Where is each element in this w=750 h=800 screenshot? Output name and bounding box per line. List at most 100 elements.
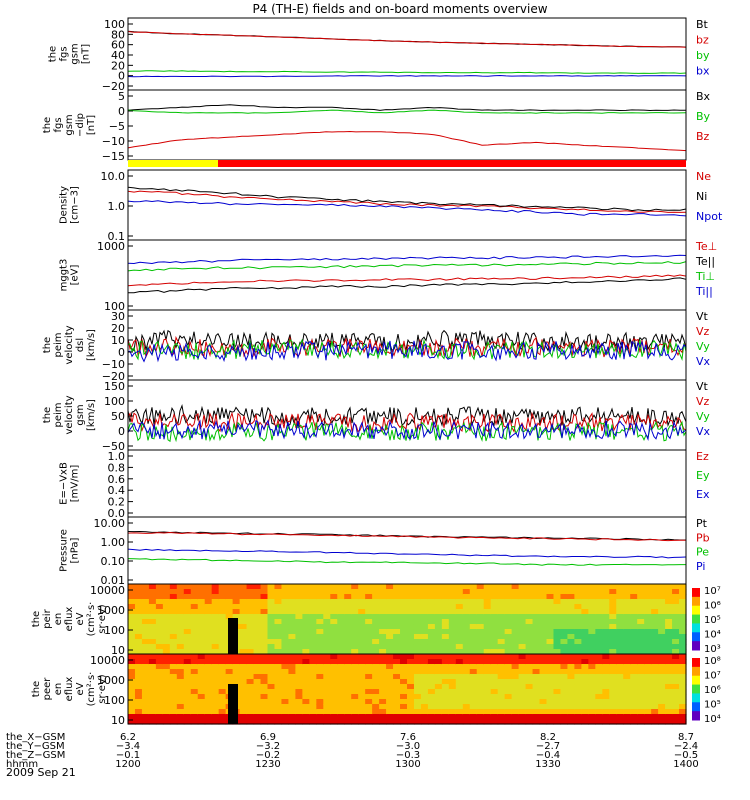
heatmap-cell: [469, 679, 478, 685]
heatmap-cell: [532, 644, 541, 650]
heatmap-cell: [434, 664, 443, 670]
y-tick-label: 20: [111, 322, 125, 335]
heatmap-cell: [630, 719, 638, 725]
heatmap-cell: [434, 689, 443, 695]
heatmap-cell: [190, 649, 199, 655]
heatmap-cell: [672, 599, 680, 605]
heatmap-cell: [609, 664, 617, 670]
heatmap-cell: [365, 634, 373, 640]
heatmap-cell: [295, 594, 303, 600]
heatmap-cell: [637, 599, 645, 605]
heatmap-cell: [651, 669, 659, 675]
heatmap-cell: [407, 584, 415, 590]
heatmap-cell: [679, 699, 687, 705]
heatmap-cell: [518, 619, 527, 625]
heatmap-cell: [155, 614, 164, 620]
heatmap-cell: [616, 674, 624, 680]
heatmap-cell: [616, 624, 624, 630]
heatmap-cell: [386, 644, 394, 650]
heatmap-cell: [197, 664, 206, 670]
heatmap-cell: [546, 684, 555, 690]
heatmap-cell: [441, 679, 450, 685]
heatmap-cell: [309, 684, 317, 690]
heatmap-cell: [337, 594, 345, 600]
heatmap-cell: [497, 649, 506, 655]
heatmap-cell: [616, 599, 624, 605]
heatmap-cell: [455, 634, 464, 640]
heatmap-cell: [574, 619, 582, 625]
heatmap-cell: [490, 654, 499, 660]
heatmap-cell: [560, 614, 569, 620]
heatmap-cell: [511, 639, 520, 645]
heatmap-cell: [386, 634, 394, 640]
heatmap-cell: [420, 584, 429, 590]
heatmap-cell: [623, 639, 631, 645]
heatmap-cell: [665, 694, 673, 700]
heatmap-cell: [651, 614, 659, 620]
heatmap-cell: [330, 654, 338, 660]
heatmap-cell: [344, 704, 352, 710]
heatmap-cell: [134, 649, 143, 655]
heatmap-cell: [623, 674, 631, 680]
heatmap-cell: [630, 599, 638, 605]
heatmap-cell: [581, 614, 589, 620]
heatmap-cell: [644, 694, 652, 700]
heatmap-cell: [581, 604, 589, 610]
heatmap-cell: [581, 704, 589, 710]
heatmap-cell: [595, 629, 603, 635]
heatmap-cell: [316, 609, 324, 615]
heatmap-cell: [427, 594, 436, 600]
heatmap-cell: [427, 614, 436, 620]
heatmap-cell: [141, 634, 150, 640]
heatmap-cell: [630, 699, 638, 705]
heatmap-cell: [407, 609, 415, 615]
heatmap-cell: [365, 644, 373, 650]
heatmap-cell: [539, 644, 548, 650]
heatmap-cell: [546, 679, 555, 685]
heatmap-cell: [560, 624, 569, 630]
heatmap-cell: [309, 694, 317, 700]
heatmap-cell: [609, 719, 617, 725]
heatmap-cell: [253, 604, 262, 610]
y-tick-label: −50: [102, 440, 125, 453]
heatmap-cell: [358, 704, 366, 710]
heatmap-cell: [483, 589, 492, 595]
heatmap-cell: [581, 694, 589, 700]
heatmap-cell: [665, 604, 673, 610]
heatmap-cell: [344, 604, 352, 610]
heatmap-cell: [574, 589, 582, 595]
heatmap-cell: [288, 719, 296, 725]
heatmap-cell: [239, 674, 248, 680]
heatmap-cell: [490, 699, 499, 705]
heatmap-cell: [651, 704, 659, 710]
heatmap-cell: [393, 649, 401, 655]
heatmap-cell: [525, 664, 534, 670]
heatmap-cell: [672, 584, 680, 590]
heatmap-cell: [169, 614, 178, 620]
heatmap-cell: [225, 599, 234, 605]
heatmap-cell: [546, 609, 555, 615]
heatmap-cell: [448, 639, 457, 645]
heatmap-cell: [574, 709, 582, 715]
heatmap-cell: [128, 709, 136, 715]
heatmap-cell: [630, 679, 638, 685]
heatmap-cell: [344, 594, 352, 600]
heatmap-cell: [365, 694, 373, 700]
series-line-green: [127, 558, 686, 566]
heatmap-cell: [134, 654, 143, 660]
colorbar-label: 10⁴: [704, 630, 721, 641]
heatmap-cell: [511, 669, 520, 675]
heatmap-cell: [281, 634, 290, 640]
panel-frame: [127, 239, 687, 311]
heatmap-cell: [176, 684, 185, 690]
y-tick-label: −5: [109, 120, 125, 133]
heatmap-cell: [316, 719, 324, 725]
heatmap-cell: [448, 659, 457, 665]
heatmap-cell: [497, 684, 506, 690]
heatmap-cell: [448, 619, 457, 625]
legend-entry: Vx: [696, 355, 711, 368]
heatmap-cell: [267, 704, 276, 710]
x-axis-value: −0.2: [256, 750, 280, 761]
heatmap-cell: [239, 614, 248, 620]
heatmap-cell: [337, 689, 345, 695]
